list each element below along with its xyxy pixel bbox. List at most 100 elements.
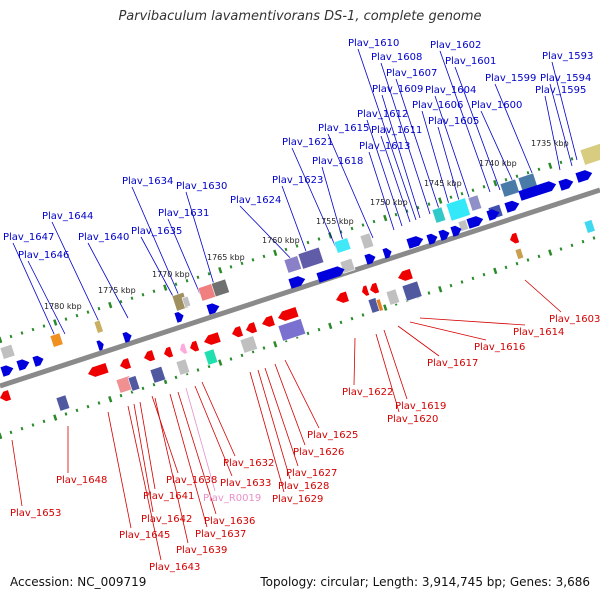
gene-label-reverse[interactable]: Plav_1628 (278, 481, 329, 492)
tick-dot (97, 401, 101, 405)
gene-label-forward[interactable]: Plav_1615 (318, 123, 369, 134)
gene-label-reverse[interactable]: Plav_1632 (223, 458, 274, 469)
tick-dot (482, 272, 486, 277)
gene-label-reverse[interactable]: Plav_1653 (10, 508, 61, 519)
gene-label-forward[interactable]: Plav_1613 (359, 141, 410, 152)
gene-label-reverse[interactable]: Plav_1643 (149, 562, 200, 573)
tick-dot (394, 212, 398, 217)
gene-label-forward[interactable]: Plav_1623 (272, 175, 323, 186)
gene-label-reverse[interactable]: Plav_1627 (286, 468, 337, 479)
tick-dot (559, 160, 563, 165)
tick-dot (581, 239, 585, 244)
gene-label-forward[interactable]: Plav_1640 (78, 232, 129, 243)
tick-dot (493, 267, 498, 275)
tick-dot (273, 249, 278, 257)
gene-label-reverse[interactable]: Plav_1616 (474, 342, 525, 353)
tick-dot (9, 430, 13, 435)
leader-line (51, 221, 101, 325)
gene-label-reverse[interactable]: Plav_1648 (56, 475, 107, 486)
feature-box (175, 358, 191, 376)
gene-label-forward[interactable]: Plav_1604 (425, 85, 476, 96)
leader-line (281, 185, 311, 263)
gene-label-reverse[interactable]: Plav_1614 (513, 327, 564, 338)
forward-gene-arrow (518, 181, 557, 201)
gene-label-reverse[interactable]: Plav_1603 (549, 314, 600, 325)
gene-label-forward[interactable]: Plav_1634 (122, 176, 173, 187)
gene-label-reverse[interactable]: Plav_R0019 (203, 493, 261, 504)
gene-label-forward[interactable]: Plav_1609 (372, 84, 423, 95)
tick-dot (152, 289, 156, 293)
tick-dot (31, 327, 35, 332)
tick-dot (537, 167, 541, 172)
gene-label-forward[interactable]: Plav_1618 (312, 156, 363, 167)
tick-dot (130, 296, 134, 300)
gene-label-forward[interactable]: Plav_1611 (371, 125, 422, 136)
gene-label-reverse[interactable]: Plav_1625 (307, 430, 358, 441)
gene-label-forward[interactable]: Plav_1631 (158, 208, 209, 219)
leader-line (107, 411, 132, 529)
gene-label-forward[interactable]: Plav_1635 (131, 226, 182, 237)
leader-line (549, 83, 573, 167)
gene-label-reverse[interactable]: Plav_1637 (195, 529, 246, 540)
gene-label-forward[interactable]: Plav_1607 (386, 68, 437, 79)
gene-label-reverse[interactable]: Plav_1633 (220, 478, 271, 489)
leader-line (439, 50, 491, 193)
gene-label-reverse[interactable]: Plav_1619 (395, 401, 446, 412)
tick-dot (0, 432, 3, 440)
gene-label-forward[interactable]: Plav_1593 (542, 51, 593, 62)
gene-label-forward[interactable]: Plav_1605 (428, 116, 479, 127)
gene-label-reverse[interactable]: Plav_1639 (176, 545, 227, 556)
tick-dot (570, 243, 574, 248)
reverse-gene-arrow (164, 346, 174, 358)
feature-box (49, 332, 64, 348)
tick-dot (361, 313, 365, 317)
gene-label-reverse[interactable]: Plav_1617 (427, 358, 478, 369)
gene-label-reverse[interactable]: Plav_1629 (272, 494, 323, 505)
tick-dot (306, 240, 310, 245)
gene-label-forward[interactable]: Plav_1608 (371, 52, 422, 63)
gene-label-forward[interactable]: Plav_1644 (42, 211, 93, 222)
feature-box (149, 365, 167, 384)
feature-box (579, 142, 600, 166)
tick-dot (174, 375, 178, 380)
leader-line (383, 329, 408, 400)
forward-gene-arrow (16, 359, 30, 371)
gene-label-reverse[interactable]: Plav_1642 (141, 514, 192, 525)
reverse-gene-arrow (362, 285, 370, 296)
tick-dot (306, 331, 310, 336)
tick-dot (471, 276, 475, 281)
forward-gene-arrow (450, 225, 462, 237)
gene-label-forward[interactable]: Plav_1606 (412, 100, 463, 111)
gene-label-reverse[interactable]: Plav_1636 (204, 516, 255, 527)
scale-label: 1760 kbp (262, 236, 300, 245)
gene-label-reverse[interactable]: Plav_1622 (342, 387, 393, 398)
tick-dot (141, 292, 145, 297)
reverse-gene-arrow (180, 343, 188, 354)
gene-label-reverse[interactable]: Plav_1645 (119, 530, 170, 541)
gene-label-forward[interactable]: Plav_1647 (3, 232, 54, 243)
gene-label-forward[interactable]: Plav_1594 (540, 73, 591, 84)
tick-dot (438, 197, 443, 204)
gene-label-forward[interactable]: Plav_1610 (348, 38, 399, 49)
gene-label-reverse[interactable]: Plav_1626 (293, 447, 344, 458)
gene-label-reverse[interactable]: Plav_1638 (166, 475, 217, 486)
gene-label-forward[interactable]: Plav_1624 (230, 195, 281, 206)
gene-label-forward[interactable]: Plav_1599 (485, 73, 536, 84)
tick-dot (449, 283, 453, 288)
gene-label-forward[interactable]: Plav_1621 (282, 137, 333, 148)
feature-box (297, 246, 325, 270)
gene-label-forward[interactable]: Plav_1602 (430, 40, 481, 51)
gene-label-forward[interactable]: Plav_1595 (535, 85, 586, 96)
gene-label-forward[interactable]: Plav_1601 (445, 56, 496, 67)
tick-dot (493, 179, 498, 187)
gene-label-reverse[interactable]: Plav_1620 (387, 414, 438, 425)
gene-label-forward[interactable]: Plav_1612 (357, 109, 408, 120)
gene-label-forward[interactable]: Plav_1600 (471, 100, 522, 111)
gene-label-reverse[interactable]: Plav_1641 (143, 491, 194, 502)
gene-label-forward[interactable]: Plav_1646 (18, 250, 69, 261)
feature-box (375, 298, 384, 312)
gene-label-forward[interactable]: Plav_1630 (176, 181, 227, 192)
scale-label: 1750 kbp (370, 198, 408, 207)
leader-line (321, 166, 346, 249)
